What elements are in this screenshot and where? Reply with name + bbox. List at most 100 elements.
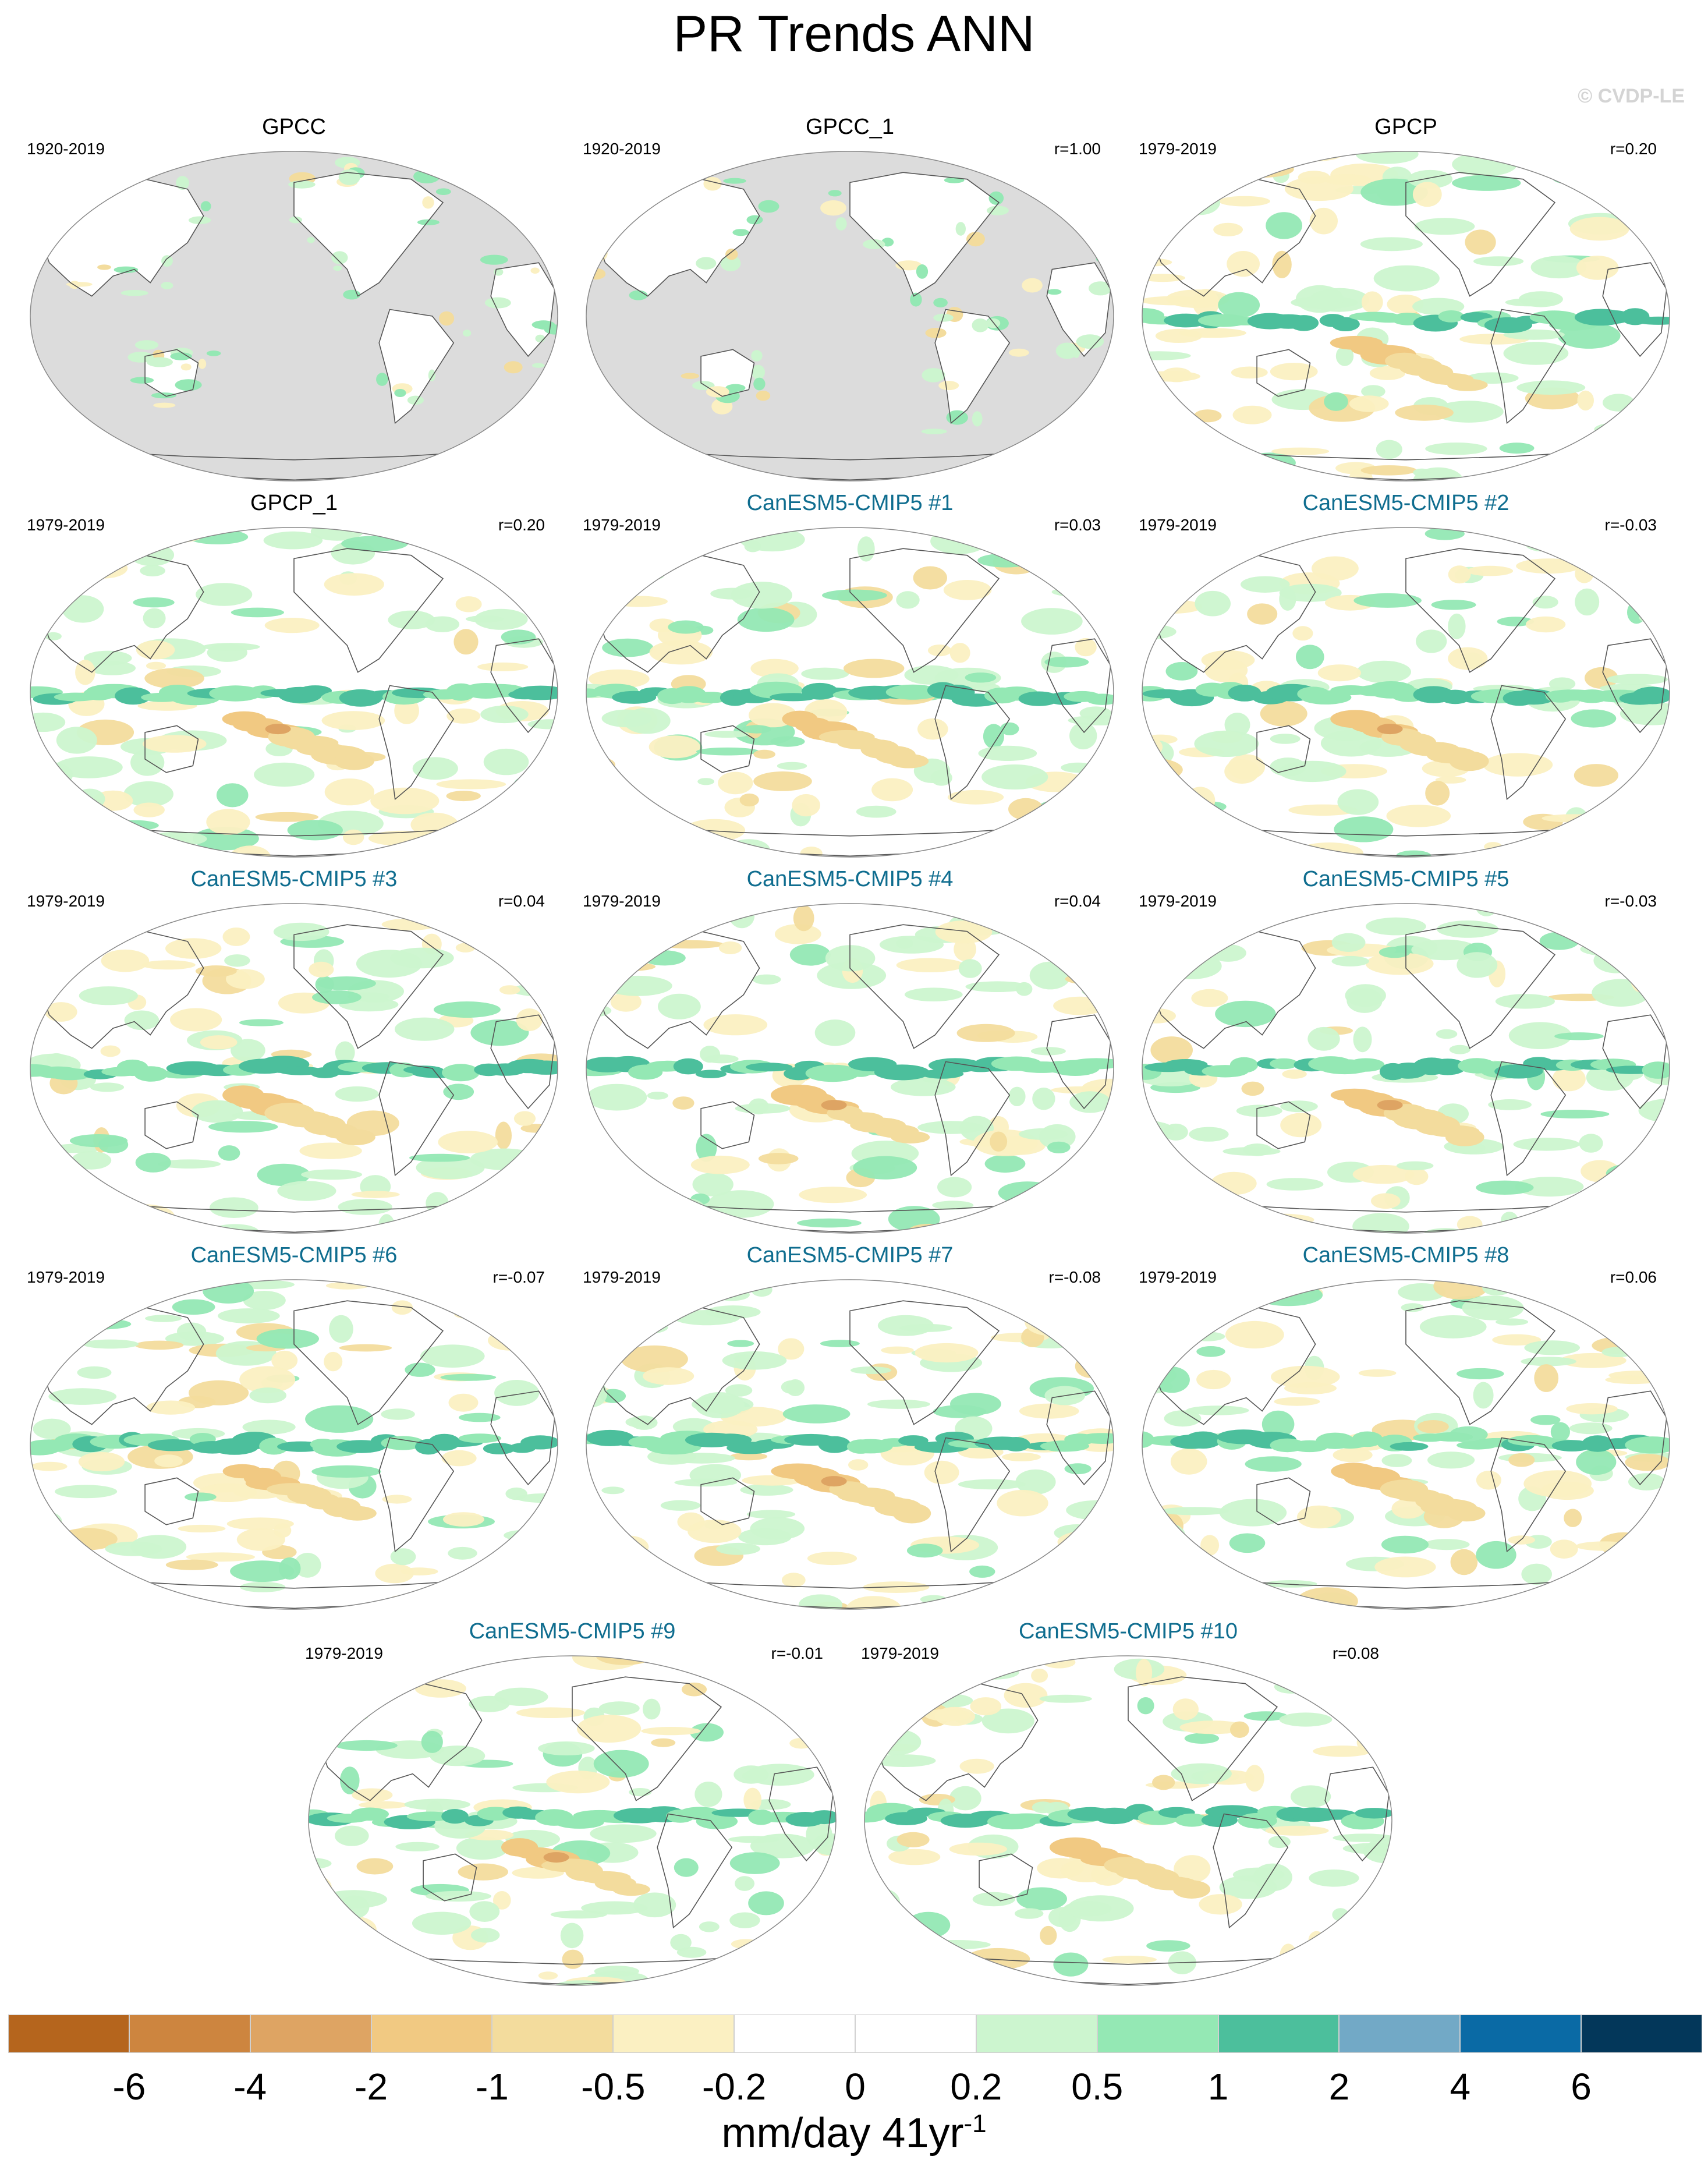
trend-patch (453, 629, 479, 655)
trend-patch (1465, 229, 1496, 255)
trend-patch (1213, 222, 1243, 236)
trend-patch (758, 1153, 799, 1164)
trend-patch (1144, 1595, 1195, 1604)
trend-patch (1174, 1855, 1211, 1883)
trend-patch (806, 1820, 832, 1849)
trend-patch (586, 1169, 627, 1180)
trend-patch (1525, 616, 1566, 633)
trend-patch (595, 592, 616, 619)
trend-band (818, 1436, 851, 1453)
trend-patch (1202, 833, 1225, 856)
trend-patch (289, 217, 303, 224)
trend-patch (930, 770, 952, 786)
trend-patch (1607, 415, 1657, 438)
coastline (572, 1676, 722, 1801)
trend-patch (343, 289, 361, 300)
trend-patch (692, 1172, 733, 1196)
trend-patch (1615, 151, 1646, 163)
colorbar-swatch (855, 2014, 976, 2053)
trend-patch (1628, 1543, 1670, 1570)
trend-patch (601, 1486, 625, 1495)
trend-patch (725, 1384, 753, 1397)
coastline (934, 1061, 1011, 1177)
coastline (1046, 262, 1111, 357)
trend-patch (1353, 1676, 1392, 1704)
trend-patch (864, 1689, 903, 1708)
trend-patch (45, 1002, 77, 1022)
colorbar-swatch (371, 2014, 492, 2053)
trend-patch (1199, 1894, 1242, 1915)
trend-patch (924, 1460, 959, 1485)
trend-patch (1190, 915, 1217, 922)
map-panel: CanESM5-CMIP5 #10 1979-2019 r=0.08 (857, 1619, 1399, 1991)
trend-patch (1142, 1339, 1171, 1355)
trend-patch (1606, 1163, 1660, 1184)
trend-patch (781, 1380, 803, 1394)
trend-patch (1309, 1870, 1359, 1887)
coastline (700, 1477, 755, 1525)
coastline (144, 725, 199, 773)
trend-patch (1550, 1539, 1578, 1559)
trend-patch (1416, 629, 1447, 653)
trend-patch (1353, 593, 1422, 608)
trend-patch (587, 1601, 623, 1609)
trend-patch (1192, 463, 1253, 480)
trend-patch (142, 735, 207, 753)
trend-patch (1618, 1176, 1661, 1184)
trend-patch (1179, 328, 1246, 338)
colorbar-tick-label: -4 (233, 2066, 267, 2108)
trend-patch (1473, 1382, 1494, 1409)
coastline (700, 349, 755, 397)
trend-patch (846, 1596, 902, 1609)
trend-patch (1028, 1592, 1059, 1609)
trend-patch (165, 938, 222, 959)
trend-band (1270, 1058, 1298, 1070)
trend-patch (983, 724, 1004, 749)
trend-patch (1232, 1280, 1255, 1294)
trend-patch (1408, 169, 1453, 189)
map-outline (30, 151, 558, 481)
trend-patch (1274, 1397, 1320, 1406)
trend-patch (629, 290, 648, 300)
trend-patch (1191, 989, 1228, 1007)
trend-map (30, 903, 558, 1234)
trend-patch (1550, 1422, 1570, 1442)
trend-patch (681, 1682, 707, 1697)
trend-patch (881, 1346, 914, 1354)
panel-correlation: r=0.04 (1054, 892, 1101, 910)
trend-map (1142, 903, 1670, 1234)
colorbar-tick-label: -1 (475, 2066, 509, 2108)
trend-band (1632, 686, 1670, 704)
trend-patch (777, 762, 807, 770)
trend-patch (602, 940, 623, 960)
trend-patch (335, 1697, 359, 1722)
trend-patch (1585, 667, 1618, 689)
trend-patch (135, 528, 204, 544)
trend-patch (546, 1771, 610, 1794)
trend-patch (376, 373, 388, 386)
trend-patch (888, 1849, 941, 1865)
colorbar-tick-label: 6 (1571, 2066, 1592, 2108)
trend-patch (1231, 366, 1268, 379)
trend-patch (1506, 848, 1568, 856)
trend-patch (455, 596, 482, 612)
trend-patch (1356, 660, 1411, 684)
trend-patch (1142, 743, 1156, 770)
coastline (1256, 1477, 1311, 1525)
trend-patch (1324, 392, 1348, 411)
trend-patch (1236, 1104, 1282, 1117)
trend-patch (440, 1373, 497, 1381)
trend-patch (516, 1707, 585, 1718)
coastline (594, 175, 760, 297)
trend-patch (1473, 256, 1524, 267)
trend-patch (381, 1408, 415, 1420)
trend-patch (1203, 1280, 1242, 1304)
trend-patch (715, 1977, 778, 1985)
trend-patch (82, 1339, 139, 1349)
trend-patch (494, 1380, 540, 1406)
trend-patch (525, 1194, 551, 1206)
colorbar-tick-label: 0.2 (950, 2066, 1002, 2108)
trend-patch (924, 1709, 972, 1722)
trend-patch (1492, 1334, 1542, 1346)
trend-patch (30, 1133, 56, 1156)
